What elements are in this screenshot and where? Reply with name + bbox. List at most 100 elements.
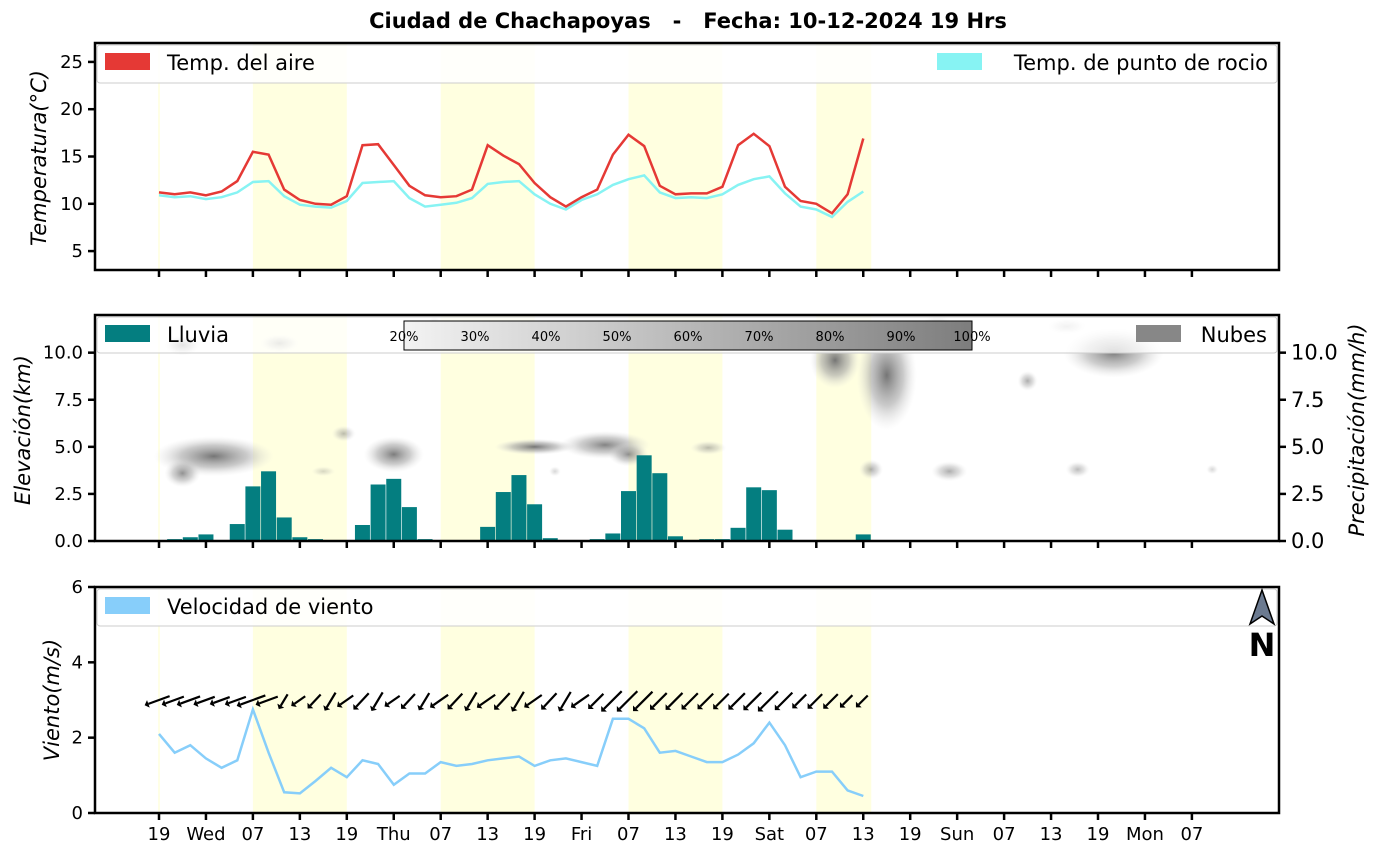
y-tick-label: 5.0 xyxy=(54,437,83,458)
rain-legend-swatch xyxy=(105,325,150,342)
colorbar-label: 90% xyxy=(887,330,916,345)
wind-arrow xyxy=(715,692,730,708)
wind-arrow xyxy=(419,692,431,708)
wind-arrow-head xyxy=(697,703,704,710)
x-tick-label: 13 xyxy=(664,824,687,845)
y-tick-label: 0.0 xyxy=(54,531,83,552)
x-tick-label: 07 xyxy=(993,824,1016,845)
rain-bar xyxy=(667,536,683,541)
y-tick-label: 20 xyxy=(60,99,83,120)
axes-frame xyxy=(93,585,1281,815)
colorbar-label: 50% xyxy=(603,330,632,345)
rain-bar xyxy=(855,534,871,541)
y-tick-label-right: 10.0 xyxy=(1291,341,1338,365)
wind-arrow xyxy=(857,694,869,706)
wind-arrow xyxy=(240,694,266,706)
wind-arrow-head xyxy=(601,706,607,712)
colorbar xyxy=(403,320,973,351)
y-tick-label: 6 xyxy=(72,577,83,598)
wind-arrow-head xyxy=(823,703,829,709)
rain-bar xyxy=(370,484,386,541)
rain-bar xyxy=(511,475,527,541)
wind-arrow-head xyxy=(307,702,314,709)
north-arrow-icon xyxy=(1248,587,1276,626)
wind-arrow-head xyxy=(728,703,735,710)
rain-bar xyxy=(401,507,417,541)
colorbar-label: 100% xyxy=(953,330,990,345)
wind-legend-swatch xyxy=(105,597,150,614)
air-temp-legend-swatch xyxy=(105,53,150,70)
wind-speed-line xyxy=(158,705,864,798)
rain-bar xyxy=(480,526,496,541)
rain-bar xyxy=(542,538,558,541)
y-tick-label: 5 xyxy=(72,241,83,262)
wind-arrow xyxy=(603,690,623,710)
x-tick-label: 07 xyxy=(617,824,640,845)
wind-arrow xyxy=(449,692,464,708)
wind-arrow xyxy=(148,695,170,705)
wind-arrow xyxy=(466,691,478,709)
rain-bar xyxy=(386,478,402,541)
wind-arrow xyxy=(258,695,279,705)
wind-arrow-head xyxy=(384,700,391,708)
cloud-blob xyxy=(1065,461,1090,478)
wind-arrow xyxy=(513,691,525,709)
dewpoint-legend-swatch xyxy=(937,53,982,70)
day-shade xyxy=(158,315,160,541)
cloud-blob xyxy=(1206,464,1219,475)
wind-arrow xyxy=(479,693,496,707)
wind-arrow-head xyxy=(839,701,846,708)
rain-bar xyxy=(495,492,511,541)
rain-bar xyxy=(527,504,543,541)
rain-bar xyxy=(292,537,308,541)
cloud-blob xyxy=(690,440,727,455)
wind-arrow xyxy=(618,690,639,710)
x-tick-label: Wed xyxy=(186,824,225,845)
rain-bars xyxy=(167,455,871,541)
wind-arrow xyxy=(573,693,590,707)
wind-arrow xyxy=(372,691,384,709)
wind-arrow-head xyxy=(400,703,407,709)
rain-bar xyxy=(182,537,198,541)
cloud-blob xyxy=(859,459,884,480)
cloud-blob xyxy=(311,466,336,477)
cloud-blob xyxy=(931,461,968,482)
y-tick-label-right: 7.5 xyxy=(1291,388,1324,412)
rain-bar xyxy=(354,524,370,541)
wind-arrow-head xyxy=(291,700,297,708)
y-tick-label: 2.5 xyxy=(54,484,83,505)
wind-arrow-head xyxy=(570,701,577,709)
axes-frame xyxy=(93,313,1281,543)
wind-arrow xyxy=(526,694,543,706)
wind-legend-box xyxy=(96,588,1278,627)
wind-arrow xyxy=(293,695,306,705)
rain-bar xyxy=(761,490,777,541)
wind-arrow xyxy=(794,693,807,707)
colorbar-label: 70% xyxy=(745,330,774,345)
wind-arrow-head xyxy=(370,705,377,712)
precip-ylabel: Precipitación(mm/h) xyxy=(1345,323,1369,536)
wind-arrow-head xyxy=(161,699,167,708)
y-tick-label: 0 xyxy=(72,803,83,824)
rain-bar xyxy=(276,517,292,541)
wind-arrow xyxy=(809,693,823,707)
day-shade xyxy=(158,43,160,270)
temp-ylabel: Temperatura(°C) xyxy=(27,70,51,246)
wind-arrow-head xyxy=(650,704,656,710)
rain-bar xyxy=(229,524,245,541)
wind-arrow xyxy=(683,692,699,708)
x-tick-label: Mon xyxy=(1126,824,1164,845)
wind-arrow-head xyxy=(713,703,719,710)
x-tick-label: 07 xyxy=(429,824,452,845)
wind-arrow-head xyxy=(792,702,798,709)
wind-arrow-head xyxy=(209,699,215,707)
y-tick-label-right: 0.0 xyxy=(1291,529,1324,553)
wind-direction-arrows xyxy=(144,690,869,712)
wind-arrow xyxy=(825,693,839,707)
wind-legend-label: Velocidad de viento xyxy=(167,595,373,619)
cloud-blob xyxy=(363,436,424,473)
wind-arrow-head xyxy=(665,704,672,710)
wind-arrow-head xyxy=(743,704,750,711)
